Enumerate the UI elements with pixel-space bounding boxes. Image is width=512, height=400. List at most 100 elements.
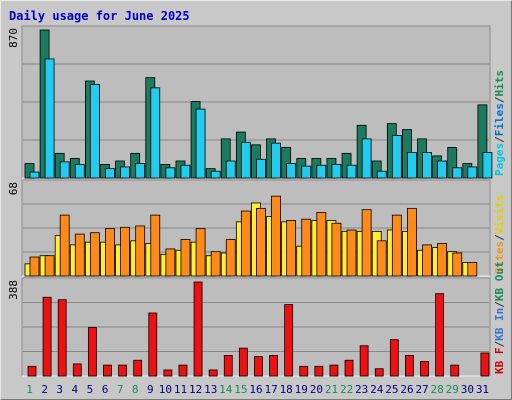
bar-kb-f-day-22 <box>344 359 354 377</box>
legend-hits: Pages/Files/Hits <box>493 70 506 176</box>
x-tick-label-11: 11 <box>174 383 187 396</box>
legend-item: KB In <box>493 308 506 341</box>
legend-item: Hits <box>493 70 506 97</box>
bar-files-day-31 <box>482 152 493 179</box>
bar-files-day-20 <box>316 164 327 179</box>
panel-kbytes: 388 <box>7 277 491 377</box>
x-tick-label-15: 15 <box>234 383 247 396</box>
bar-hits-day-18 <box>281 146 292 179</box>
legend-item: Files <box>493 103 506 136</box>
legend-kbytes: KB F/KB In/KB Out <box>493 261 506 374</box>
x-tick-label-4: 4 <box>72 383 79 396</box>
bar-files-day-21 <box>331 163 342 179</box>
legend-item: / <box>493 341 506 348</box>
legend-item: KB Out <box>493 261 506 301</box>
bar-sites-day-19 <box>301 218 312 277</box>
panel-sites: 68 <box>7 179 491 277</box>
legend-item: / <box>493 234 506 241</box>
bar-sites-day-4 <box>74 233 85 277</box>
bar-kb-f-day-15 <box>238 347 248 377</box>
bar-kb-f-day-10 <box>163 369 173 377</box>
bar-sites-day-18 <box>286 220 297 277</box>
bar-files-day-2 <box>44 58 55 179</box>
bar-kb-f-day-17 <box>269 355 278 377</box>
bar-files-day-10 <box>165 167 176 179</box>
bar-files-day-28 <box>437 160 448 179</box>
legend-item: Visits <box>493 195 506 235</box>
bar-hits-day-1 <box>24 163 35 179</box>
bar-sites-day-6 <box>105 228 115 277</box>
bar-hits-day-29 <box>447 146 458 179</box>
bar-sites-day-13 <box>210 251 221 277</box>
x-tick-label-6: 6 <box>102 383 109 396</box>
bar-files-day-5 <box>89 84 100 179</box>
legend-item: Pages <box>493 143 506 176</box>
y-max-label: 68 <box>7 182 20 195</box>
bar-kb-f-day-20 <box>314 365 324 377</box>
bar-files-day-22 <box>346 164 357 179</box>
legend-item: / <box>493 301 506 308</box>
bar-kb-f-day-5 <box>87 327 97 377</box>
bar-sites-day-10 <box>165 248 176 277</box>
bar-sites-day-2 <box>44 255 55 277</box>
bar-sites-day-28 <box>437 243 448 277</box>
bar-files-day-15 <box>240 141 251 179</box>
bar-kb-f-day-7 <box>118 364 127 377</box>
x-tick-label-1: 1 <box>26 383 33 396</box>
bar-files-day-11 <box>180 164 191 179</box>
bar-sites-day-15 <box>240 210 251 277</box>
bar-kb-f-day-29 <box>450 364 460 377</box>
legend-item: / <box>493 96 506 103</box>
bar-sites-day-7 <box>120 226 130 277</box>
bar-files-day-24 <box>376 170 387 179</box>
bar-kb-f-day-2 <box>42 296 52 377</box>
bar-files-day-30 <box>467 166 478 179</box>
bar-files-day-19 <box>301 165 312 179</box>
bar-sites-day-3 <box>59 214 70 277</box>
bar-sites-day-24 <box>376 240 387 277</box>
x-tick-label-27: 27 <box>415 383 428 396</box>
x-tick-label-25: 25 <box>385 383 398 396</box>
legend-item: Sites <box>493 241 506 274</box>
bar-sites-day-1 <box>29 256 40 277</box>
x-tick-label-8: 8 <box>132 383 139 396</box>
bar-files-day-25 <box>391 135 402 179</box>
bar-sites-day-30 <box>467 262 478 277</box>
bar-sites-day-12 <box>195 228 206 277</box>
x-tick-label-17: 17 <box>264 383 277 396</box>
bar-kb-f-day-25 <box>389 339 399 377</box>
legend-item: KB F <box>493 348 506 375</box>
legend-sites: Sites/Visits <box>493 195 506 275</box>
bar-sites-day-26 <box>407 207 417 277</box>
bar-kb-f-day-4 <box>72 363 82 377</box>
bar-kb-f-day-27 <box>420 361 429 377</box>
bar-kb-f-day-6 <box>103 364 112 377</box>
bar-kb-f-day-9 <box>148 312 158 377</box>
bar-kb-f-day-1 <box>27 365 37 377</box>
bar-sites-day-29 <box>452 252 463 277</box>
bar-files-day-7 <box>120 166 130 179</box>
bar-sites-day-9 <box>150 214 161 277</box>
bar-sites-day-23 <box>361 209 372 277</box>
x-tick-label-30: 30 <box>461 383 474 396</box>
bar-files-day-23 <box>361 138 372 179</box>
bar-files-day-14 <box>225 160 236 179</box>
x-tick-label-5: 5 <box>87 383 94 396</box>
bar-kb-f-day-16 <box>254 356 263 377</box>
bar-kb-f-day-11 <box>178 364 188 377</box>
bar-sites-day-8 <box>135 225 146 277</box>
bar-sites-day-21 <box>331 222 342 277</box>
bar-kb-f-day-23 <box>359 345 369 377</box>
x-tick-label-28: 28 <box>431 383 444 396</box>
x-tick-label-2: 2 <box>41 383 48 396</box>
panel-hits: 870 <box>7 25 493 179</box>
bar-sites-day-11 <box>180 239 191 277</box>
chart-title: Daily usage for June 2025 <box>9 9 190 23</box>
x-tick-label-20: 20 <box>310 383 323 396</box>
bar-files-day-13 <box>210 170 221 179</box>
legend-item: / <box>493 136 506 143</box>
bar-files-day-4 <box>74 163 85 179</box>
bar-sites-day-5 <box>89 232 100 277</box>
bar-hits-day-14 <box>220 138 231 179</box>
